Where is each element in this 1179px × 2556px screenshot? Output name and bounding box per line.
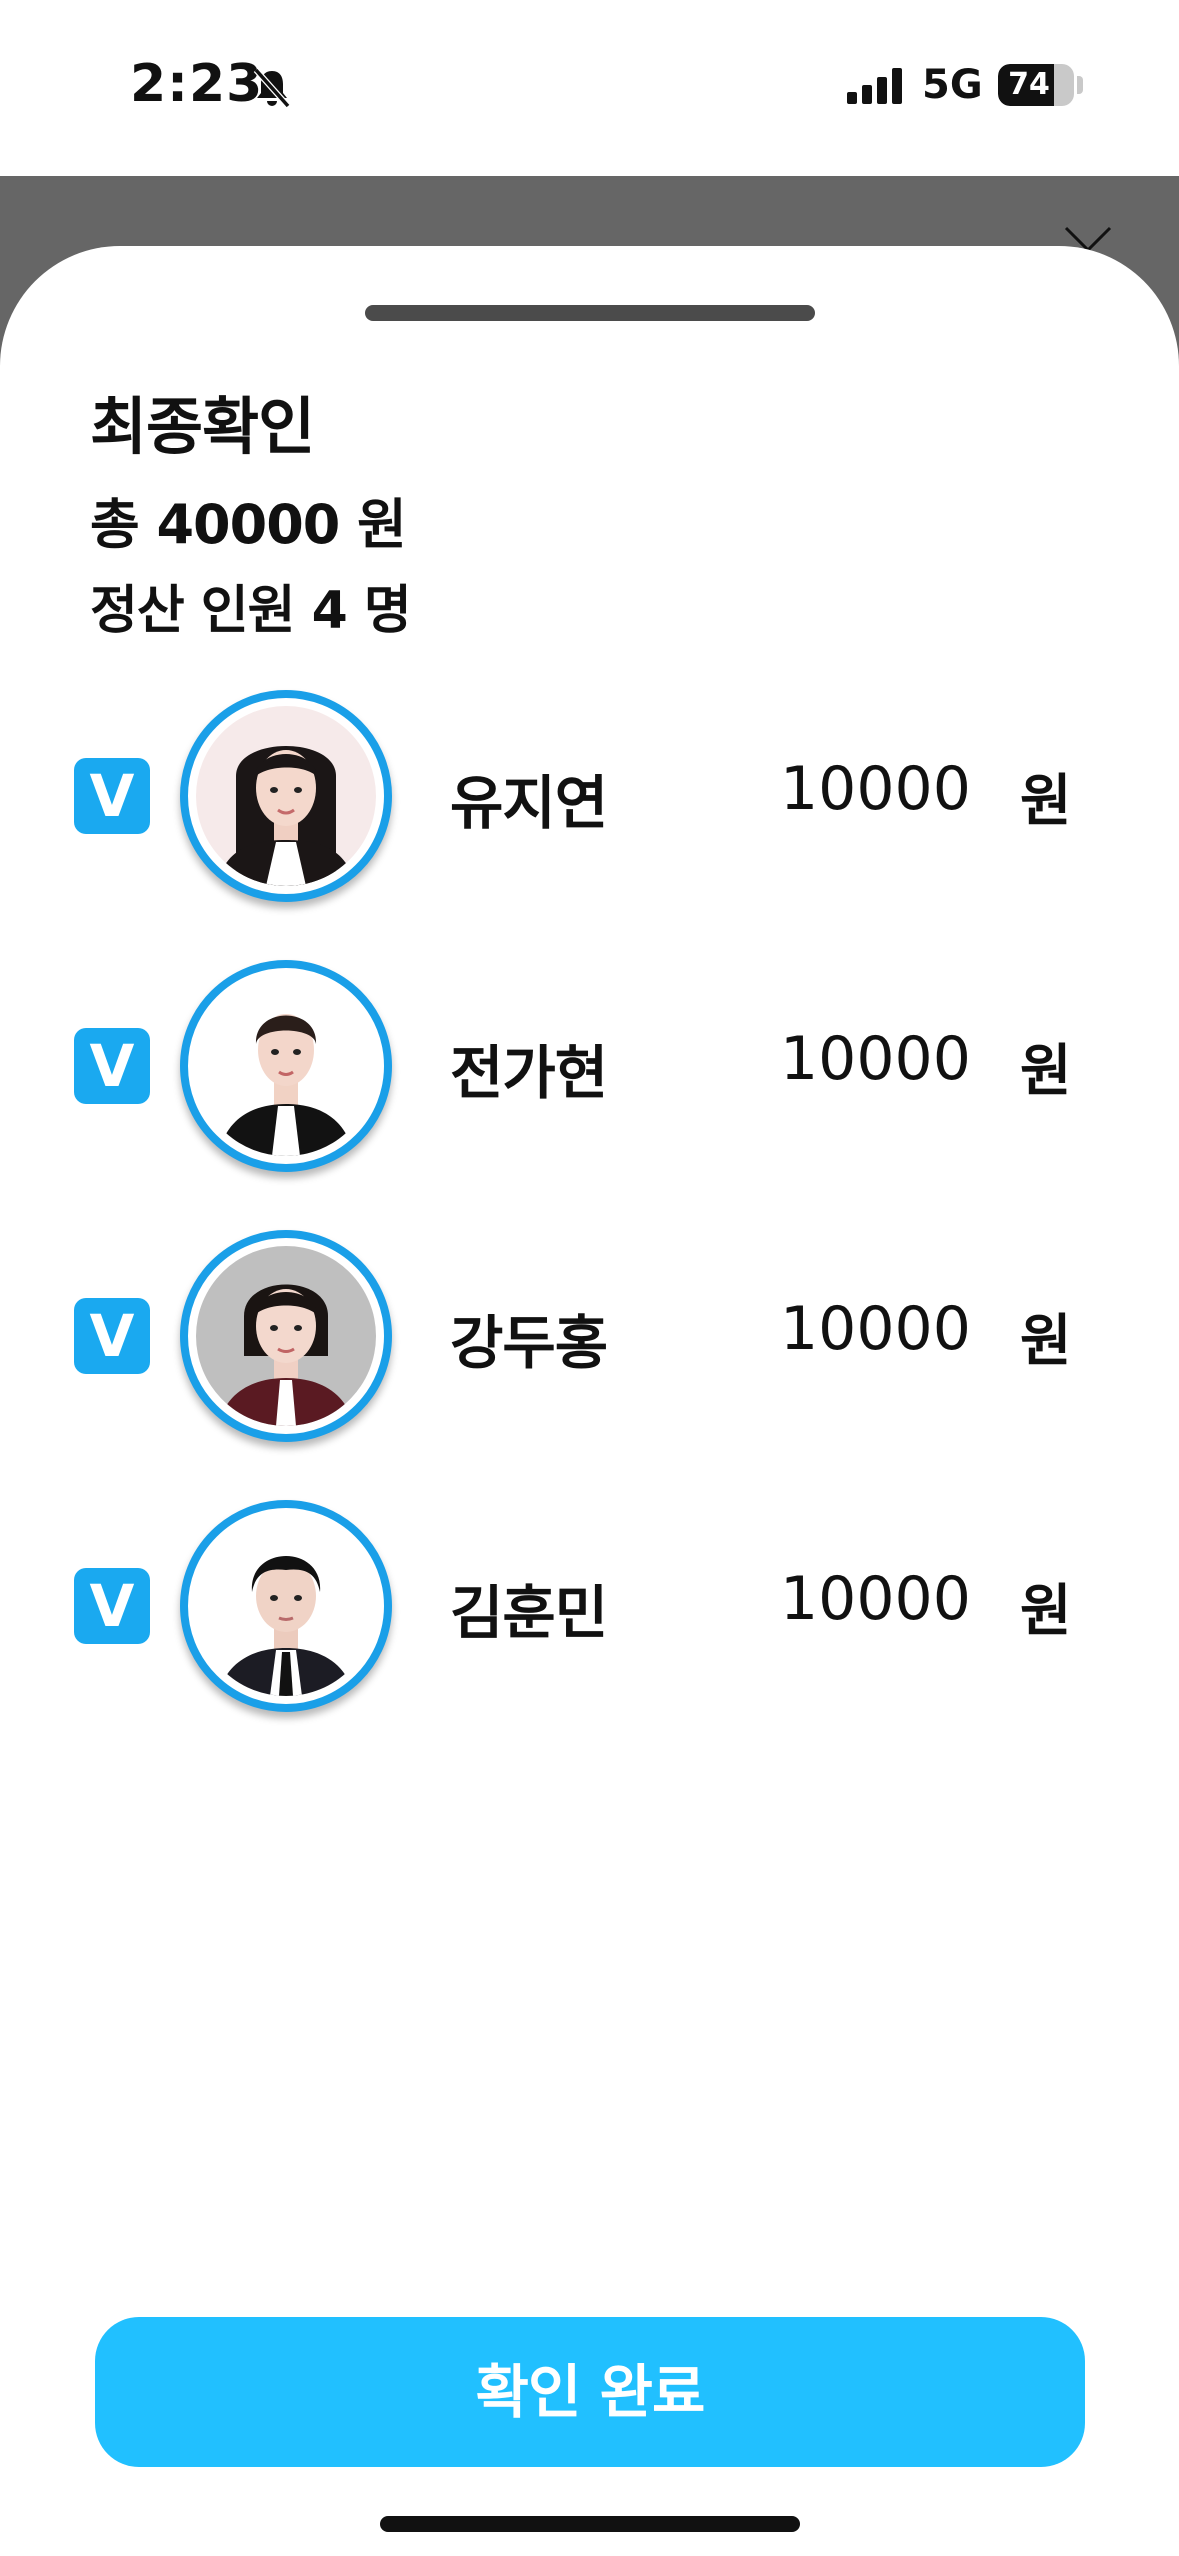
- member-name: 유지연: [450, 769, 608, 837]
- total-amount: 총 40000 원: [90, 493, 407, 556]
- signal-icon: [847, 68, 902, 104]
- home-indicator[interactable]: [380, 2516, 800, 2532]
- status-bar: 2:23 5G 74: [0, 0, 1179, 176]
- member-row: V: [0, 690, 1179, 910]
- member-amount: 10000: [780, 1294, 971, 1364]
- member-amount-unit: 원: [1020, 1039, 1072, 1104]
- member-row: V: [0, 960, 1179, 1180]
- battery-fill: [998, 64, 1055, 106]
- avatar: [180, 1230, 392, 1442]
- avatar: [180, 690, 392, 902]
- participant-count: 정산 인원 4 명: [90, 581, 412, 641]
- member-amount: 10000: [780, 1024, 971, 1094]
- member-amount-unit: 원: [1020, 769, 1072, 834]
- avatar-photo: [196, 1516, 376, 1696]
- avatar-photo: [196, 976, 376, 1156]
- battery-percent: 74: [1008, 67, 1050, 102]
- member-row: V: [0, 1500, 1179, 1720]
- member-checkbox[interactable]: V: [74, 1568, 150, 1644]
- member-row: V: [0, 1230, 1179, 1450]
- sheet-title: 최종확인: [90, 390, 315, 463]
- member-checkbox[interactable]: V: [74, 758, 150, 834]
- avatar-photo: [196, 1246, 376, 1426]
- member-amount: 10000: [780, 1564, 971, 1634]
- confirm-bottom-sheet: 최종확인 총 40000 원 정산 인원 4 명 V: [0, 246, 1179, 2556]
- member-amount: 10000: [780, 754, 971, 824]
- avatar-photo: [196, 706, 376, 886]
- battery-icon: 74: [998, 64, 1074, 106]
- avatar: [180, 1500, 392, 1712]
- member-name: 전가현: [450, 1039, 608, 1107]
- member-checkbox[interactable]: V: [74, 1028, 150, 1104]
- member-name: 김훈민: [450, 1579, 608, 1647]
- bell-muted-icon: [253, 68, 291, 108]
- member-checkbox[interactable]: V: [74, 1298, 150, 1374]
- member-amount-unit: 원: [1020, 1309, 1072, 1374]
- battery-cap: [1077, 76, 1083, 94]
- sheet-grabber[interactable]: [365, 305, 815, 321]
- avatar: [180, 960, 392, 1172]
- status-time: 2:23: [130, 54, 264, 114]
- member-name: 강두홍: [450, 1309, 608, 1377]
- confirm-complete-button[interactable]: 확인 완료: [95, 2317, 1085, 2467]
- member-amount-unit: 원: [1020, 1579, 1072, 1644]
- network-label: 5G: [922, 62, 983, 108]
